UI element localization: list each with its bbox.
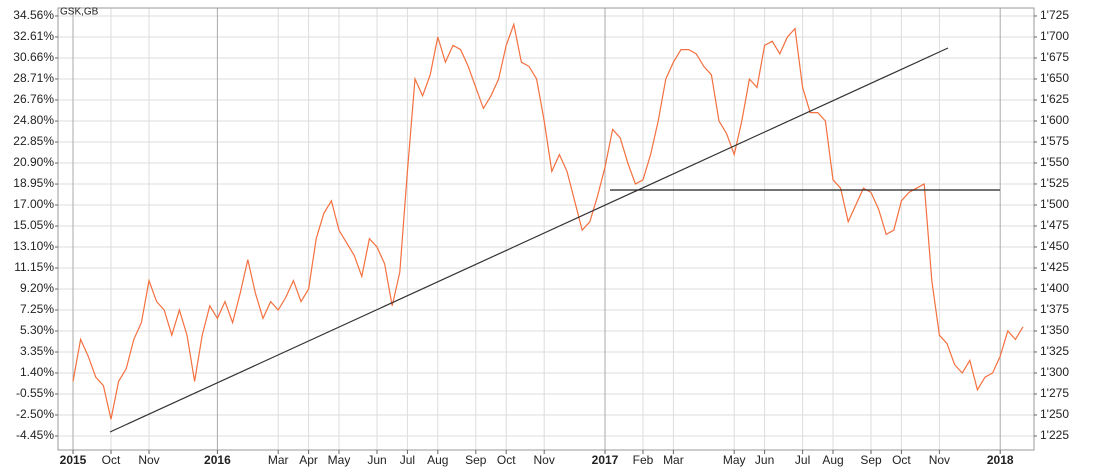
x-tick-label: Apr: [299, 453, 318, 467]
y-tick-label: 22.85%: [13, 134, 54, 148]
y2-tick-label: 1'600: [1040, 113, 1069, 127]
x-tick-label: Oct: [102, 453, 121, 467]
x-tick-label: May: [328, 453, 351, 467]
x-tick-label: Nov: [138, 453, 159, 467]
data-layer: [72, 22, 1024, 420]
y-tick-label: 17.00%: [13, 197, 54, 211]
x-tick-label: Mar: [663, 453, 684, 467]
y-tick-label: -4.45%: [16, 428, 54, 442]
y2-tick-label: 1'575: [1040, 134, 1069, 148]
x-tick-label: Sep: [860, 453, 882, 467]
y2-tick-label: 1'225: [1040, 428, 1069, 442]
x-tick-label: 2017: [592, 453, 619, 467]
y2-tick-label: 1'650: [1040, 71, 1069, 85]
y2-tick-label: 1'675: [1040, 50, 1069, 64]
x-tick-label: Feb: [633, 453, 654, 467]
x-tick-label: Aug: [427, 453, 448, 467]
y-tick-label: 24.80%: [13, 113, 54, 127]
plot-frame: [57, 7, 1035, 451]
y-tick-label: 11.15%: [14, 260, 54, 274]
y2-tick-label: 1'350: [1040, 323, 1069, 337]
y-tick-label: -0.55%: [16, 386, 54, 400]
y2-tick-label: 1'400: [1040, 281, 1069, 295]
y2-tick-label: 1'550: [1040, 155, 1069, 169]
y2-tick-label: 1'375: [1040, 302, 1069, 316]
y-tick-label: 32.61%: [13, 29, 54, 43]
x-tick-label: Nov: [534, 453, 555, 467]
y2-tick-label: 1'250: [1040, 407, 1069, 421]
x-tick-label: Nov: [929, 453, 950, 467]
x-tick-label: May: [723, 453, 746, 467]
y2-tick-label: 1'725: [1040, 8, 1069, 22]
legend-entry: GSK,GB: [60, 7, 99, 18]
y-tick-label: 9.20%: [20, 281, 54, 295]
y-tick-label: -2.50%: [16, 407, 54, 421]
x-tick-label: Jun: [755, 453, 774, 467]
y-tick-label: 7.25%: [20, 302, 54, 316]
y2-tick-label: 1'625: [1040, 92, 1069, 106]
x-tick-label: Sep: [465, 453, 487, 467]
x-tick-label: Mar: [268, 453, 289, 467]
y-tick-label: 5.30%: [20, 323, 54, 337]
x-tick-label: 2015: [60, 453, 87, 467]
y-tick-label: 1.40%: [20, 365, 54, 379]
x-tick-label: Jun: [367, 453, 386, 467]
price-line: [72, 22, 1024, 420]
y-tick-label: 20.90%: [13, 155, 54, 169]
y2-tick-label: 1'300: [1040, 365, 1069, 379]
y2-tick-label: 1'500: [1040, 197, 1069, 211]
trend-line: [109, 47, 949, 433]
y2-tick-label: 1'700: [1040, 29, 1069, 43]
y-tick-label: 18.95%: [13, 176, 54, 190]
y-tick-label: 3.35%: [20, 344, 54, 358]
x-tick-label: Aug: [822, 453, 843, 467]
y-tick-label: 13.10%: [13, 239, 54, 253]
y-tick-label: 30.66%: [13, 50, 54, 64]
x-tick-label: Jul: [795, 453, 810, 467]
x-tick-label: Jul: [400, 453, 415, 467]
y2-tick-label: 1'275: [1040, 386, 1069, 400]
y-tick-label: 15.05%: [13, 218, 54, 232]
y2-tick-label: 1'525: [1040, 176, 1069, 190]
y2-tick-label: 1'425: [1040, 260, 1069, 274]
y2-tick-label: 1'475: [1040, 218, 1069, 232]
y-tick-label: 34.56%: [13, 8, 54, 22]
y-tick-label: 28.71%: [13, 71, 54, 85]
x-tick-label: 2016: [204, 453, 231, 467]
y2-tick-label: 1'450: [1040, 239, 1069, 253]
y2-tick-label: 1'325: [1040, 344, 1069, 358]
x-tick-label: Oct: [892, 453, 911, 467]
grid: [58, 8, 1034, 450]
x-tick-label: 2018: [987, 453, 1014, 467]
y-tick-label: 26.76%: [13, 92, 54, 106]
x-tick-label: Oct: [497, 453, 516, 467]
